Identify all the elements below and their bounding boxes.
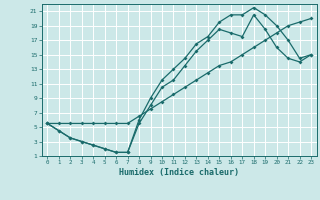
X-axis label: Humidex (Indice chaleur): Humidex (Indice chaleur) — [119, 168, 239, 177]
